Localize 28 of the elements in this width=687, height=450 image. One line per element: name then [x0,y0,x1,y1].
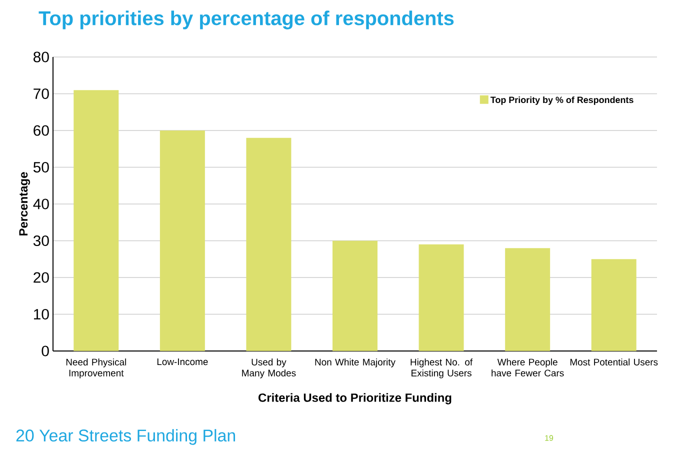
bar [591,259,636,351]
x-tick-label: Used by Many Modes [242,358,296,378]
y-tick-label: 10 [34,308,49,320]
bar [74,90,119,351]
bar [332,240,378,351]
y-tick-label: 70 [34,88,49,100]
bar [418,244,464,351]
bar [160,130,205,351]
x-tick-label: Need Physical Improvement [66,358,126,378]
text: 20 Year Streets Funding Plan [16,429,236,445]
y-tick-label: 30 [33,235,49,246]
x-tick-label: Most Potential Users [570,358,658,366]
x-tick-label: Highest No. of Existing Users [410,358,473,378]
y-tick-label: 0 [42,346,49,356]
x-tick-label: Where People have Fewer Cars [492,358,564,376]
y-tick-label: 50 [33,162,49,173]
x-tick-label: Low-Income [157,358,208,366]
y-tick-label: 60 [34,125,49,136]
x-axis-title: Criteria Used to Prioritize Funding [258,393,452,404]
legend-label: Top Priority by % of Respondents [490,96,634,105]
chart-title: Top priorities by percentage of respondents [38,10,454,30]
x-tick-label: Non White Majority [315,358,396,368]
y-tick-label: 40 [33,198,49,210]
y-axis-title: Percentage [19,172,30,236]
y-tick-label: 80 [34,52,49,62]
y-tick-label: 20 [34,272,49,283]
bar [246,138,292,351]
bar [505,248,550,351]
